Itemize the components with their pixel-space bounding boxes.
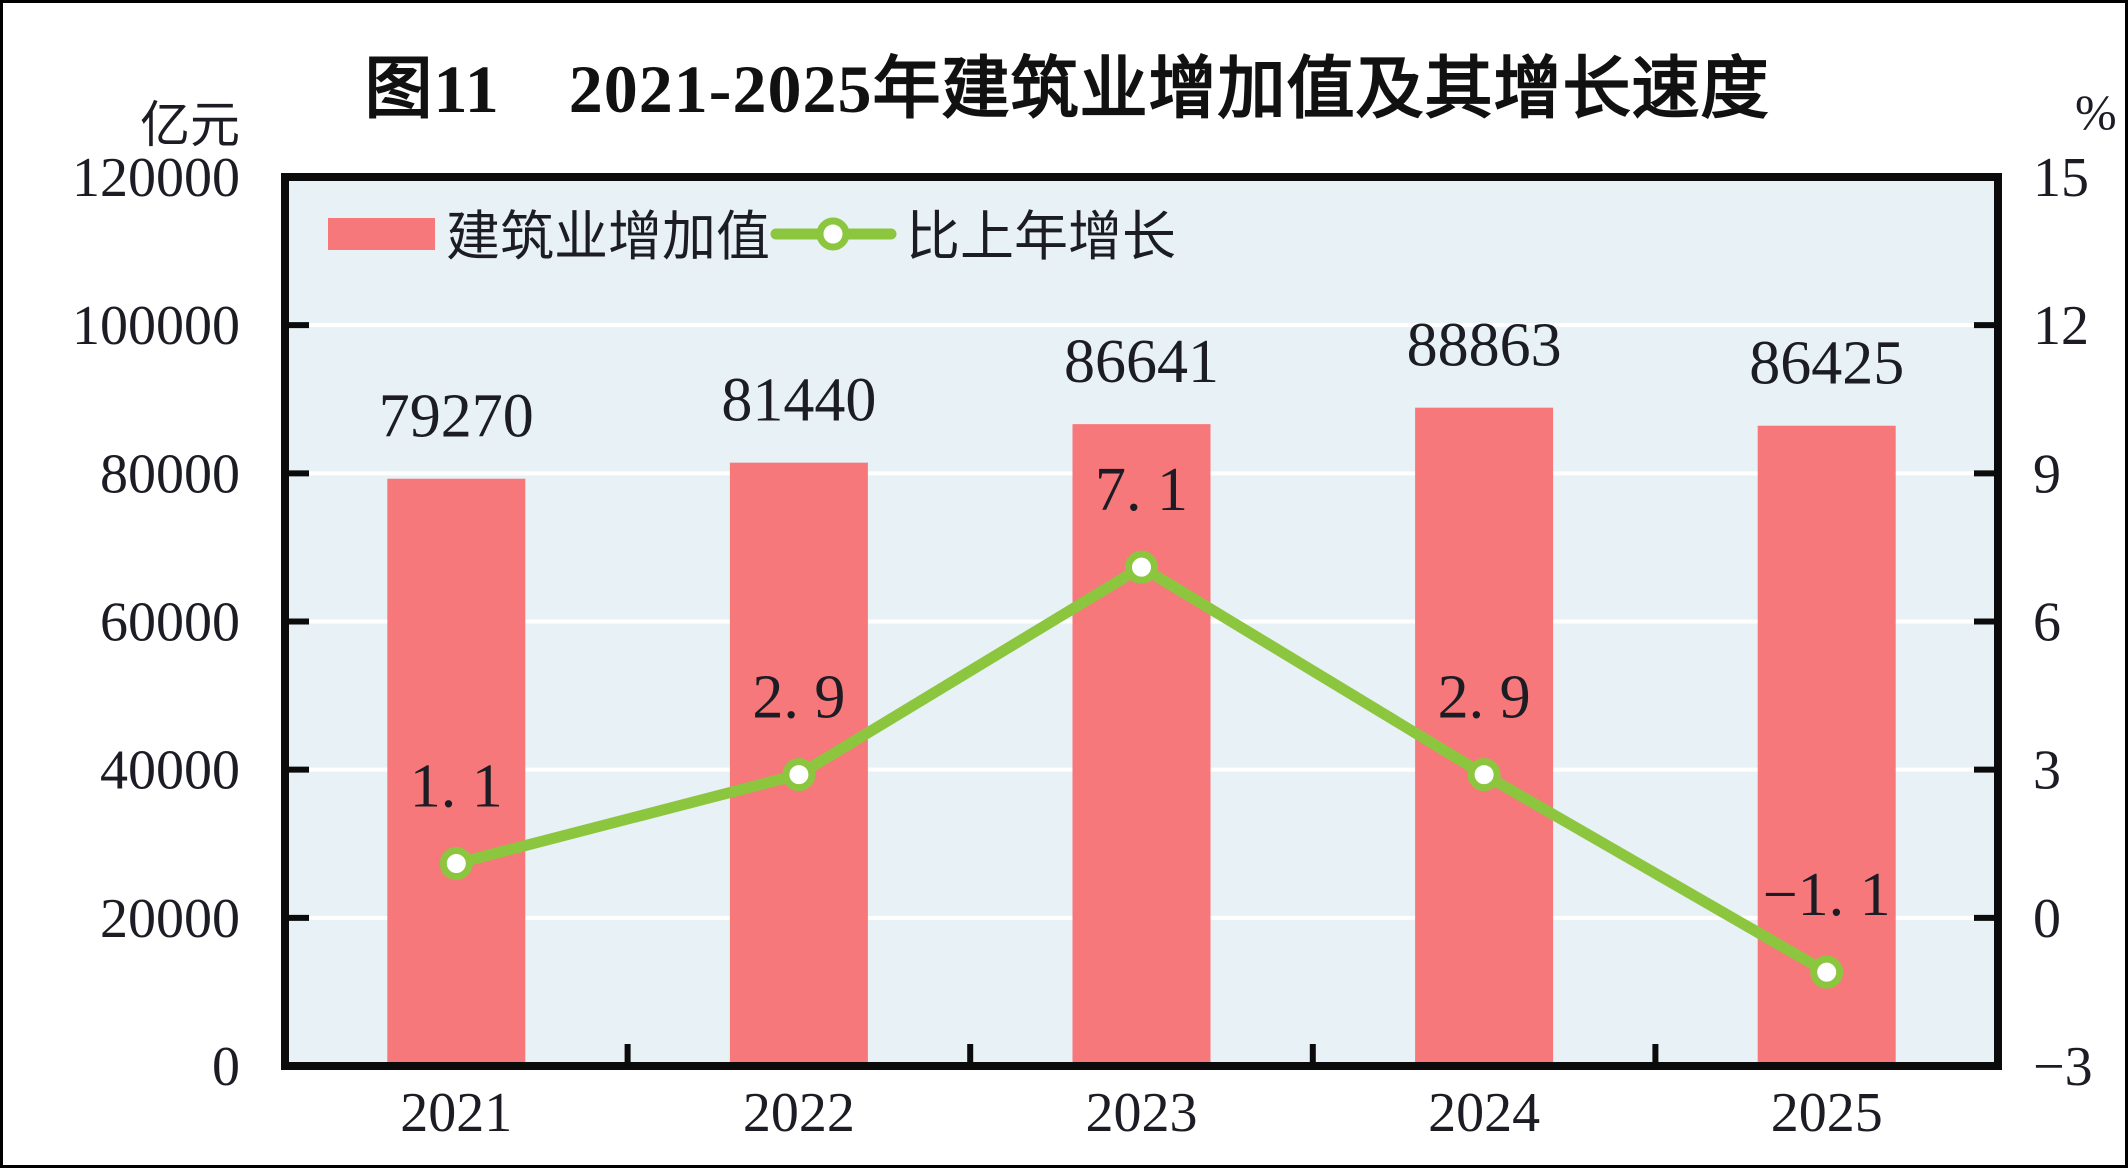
chart-canvas: 120000 100000 80000 60000 40000 20000 0 15 12 9 6 3… — [72, 147, 2093, 1144]
right-axis-tick-label: 3 — [2033, 740, 2061, 802]
legend-bar-swatch — [328, 218, 435, 250]
left-axis-tick-label: 40000 — [100, 740, 240, 802]
x-axis-label-2021: 2021 — [400, 1082, 512, 1144]
right-axis-tick-label: 12 — [2033, 295, 2089, 357]
right-axis-unit-label: % — [2075, 84, 2117, 140]
right-axis-tick-label: 9 — [2033, 443, 2061, 505]
left-axis-tick-label: 0 — [212, 1036, 240, 1098]
x-axis-label-2025: 2025 — [1771, 1082, 1883, 1144]
x-axis-label-2024: 2024 — [1428, 1082, 1540, 1144]
legend-label-line: 比上年增长 — [906, 207, 1176, 267]
line-value-label-2024: 2. 9 — [1438, 664, 1531, 732]
bar-2023 — [1072, 424, 1211, 1066]
left-axis-tick-label: 100000 — [72, 295, 240, 357]
line-marker-2024 — [1467, 758, 1501, 792]
bar-value-label-2021: 79270 — [379, 383, 534, 451]
line-marker-2021 — [439, 847, 473, 881]
bar-2024 — [1415, 407, 1554, 1066]
right-axis-tick-label: 15 — [2033, 147, 2089, 209]
bar-value-label-2023: 86641 — [1064, 328, 1219, 396]
line-marker-2022 — [782, 758, 816, 792]
chart-title: 图11 2021-2025年建筑业增加值及其增长速度 — [364, 51, 1770, 127]
legend-label-bar: 建筑业增加值 — [446, 207, 770, 267]
left-axis-tick-label: 20000 — [100, 888, 240, 950]
line-value-label-2021: 1. 1 — [410, 753, 503, 821]
bar-value-label-2022: 81440 — [721, 367, 876, 435]
right-axis-tick-label: 6 — [2033, 592, 2061, 654]
left-axis-tick-label: 60000 — [100, 592, 240, 654]
left-axis-tick-label: 120000 — [72, 147, 240, 209]
legend-line-marker — [816, 217, 850, 251]
line-marker-2023 — [1125, 550, 1158, 584]
line-marker-2025 — [1810, 955, 1844, 989]
bar-value-label-2024: 88863 — [1407, 312, 1562, 380]
x-axis-label-2022: 2022 — [743, 1082, 855, 1144]
line-value-label-2025: −1. 1 — [1763, 861, 1891, 929]
right-axis-tick-label: −3 — [2033, 1036, 2093, 1098]
left-axis-unit-label: 亿元 — [140, 97, 240, 153]
bar-2021 — [387, 478, 526, 1066]
x-axis-label-2023: 2023 — [1086, 1082, 1198, 1144]
right-axis-tick-label: 0 — [2033, 888, 2061, 950]
bar-value-label-2025: 86425 — [1749, 330, 1904, 398]
line-value-label-2023: 7. 1 — [1095, 456, 1188, 524]
left-axis-tick-label: 80000 — [100, 443, 240, 505]
line-value-label-2022: 2. 9 — [752, 664, 845, 732]
